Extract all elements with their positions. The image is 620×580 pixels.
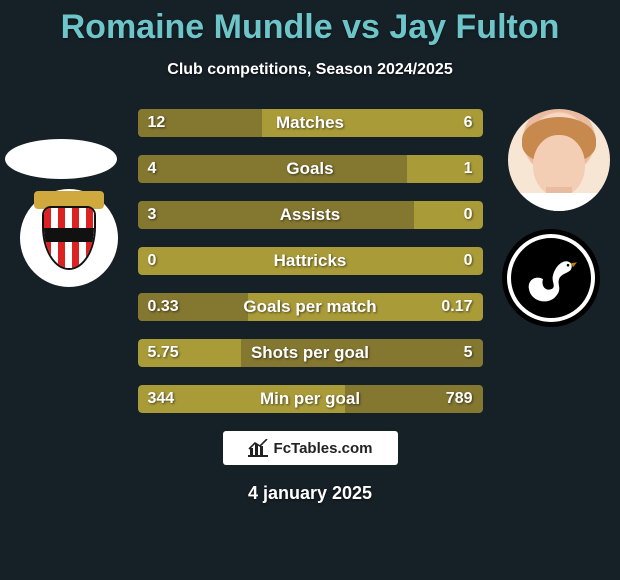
comparison-content: 126Matches 41Goals 30Assists 00Hattricks 0.3…	[0, 109, 620, 413]
stat-label: Shots per goal	[138, 339, 483, 367]
generated-date: 4 january 2025	[0, 483, 620, 504]
stat-row: 41Goals	[138, 155, 483, 183]
stat-row: 00Hattricks	[138, 247, 483, 275]
player-right-avatar	[508, 109, 610, 211]
stat-row: 126Matches	[138, 109, 483, 137]
stat-row: 30Assists	[138, 201, 483, 229]
stat-label: Min per goal	[138, 385, 483, 413]
crest-shield	[42, 206, 96, 270]
page-subtitle: Club competitions, Season 2024/2025	[0, 61, 620, 79]
club-right-badge	[502, 229, 600, 327]
player-left-avatar	[5, 139, 117, 179]
swan-icon	[521, 255, 581, 307]
source-label: FcTables.com	[274, 440, 373, 457]
comparison-bars: 126Matches 41Goals 30Assists 00Hattricks 0.3…	[138, 109, 483, 413]
stat-row: 344789Min per goal	[138, 385, 483, 413]
crest-band	[44, 228, 94, 242]
stat-label: Goals per match	[138, 293, 483, 321]
stat-row: 0.330.17Goals per match	[138, 293, 483, 321]
source-badge: FcTables.com	[223, 431, 398, 465]
avatar-shirt	[508, 193, 610, 211]
club-left-badge	[20, 189, 118, 287]
stat-label: Hattricks	[138, 247, 483, 275]
stat-row: 5.755Shots per goal	[138, 339, 483, 367]
page-title: Romaine Mundle vs Jay Fulton	[0, 0, 620, 47]
stat-label: Assists	[138, 201, 483, 229]
stat-label: Matches	[138, 109, 483, 137]
chart-icon	[248, 439, 268, 457]
stat-label: Goals	[138, 155, 483, 183]
